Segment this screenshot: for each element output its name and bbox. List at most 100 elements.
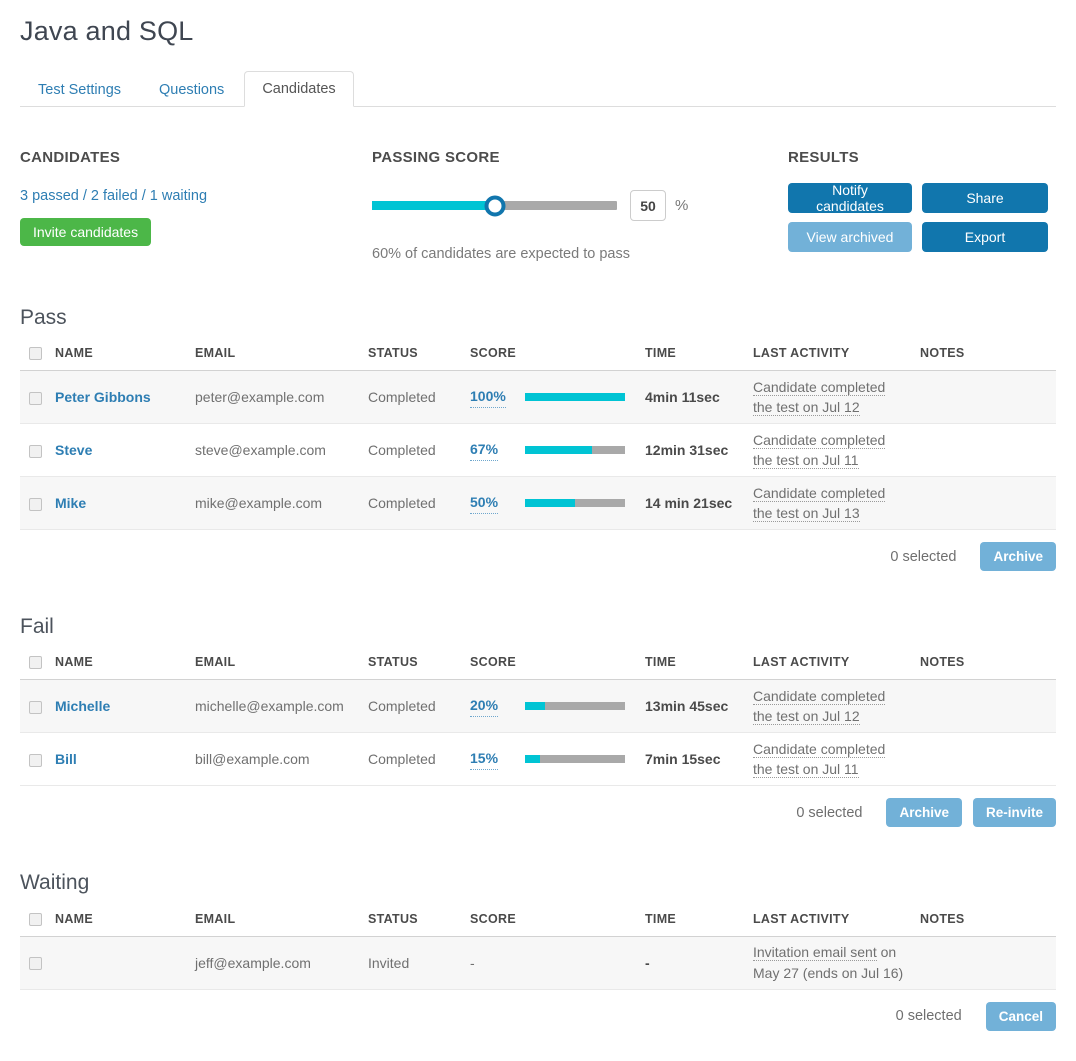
table-header-row: NAME EMAIL STATUS SCORE TIME LAST ACTIVITY NOT…: [20, 651, 1056, 681]
column-header-notes: NOTES: [920, 907, 1056, 937]
results-heading: RESULTS: [788, 149, 859, 166]
results-panel: RESULTS Notify candidates Share View archi…: [788, 149, 1056, 262]
candidate-status: Completed: [368, 679, 470, 734]
export-button[interactable]: Export: [922, 222, 1048, 252]
column-header-time: TIME: [645, 907, 753, 937]
section-title: Waiting: [20, 871, 90, 895]
score-link[interactable]: 100%: [470, 386, 506, 409]
percent-sign: %: [675, 197, 689, 214]
table-header-row: NAME EMAIL STATUS SCORE TIME LAST ACTIVITY NOT…: [20, 342, 1056, 372]
candidate-notes: [920, 732, 1056, 787]
column-header-last-activity: LAST ACTIVITY: [753, 342, 920, 372]
column-header-email: EMAIL: [195, 651, 368, 681]
column-header-time: TIME: [645, 651, 753, 681]
candidate-time: 13min 45sec: [645, 679, 753, 734]
column-header-status: STATUS: [368, 907, 470, 937]
row-checkbox[interactable]: [29, 701, 42, 715]
candidate-email: steve@example.com: [195, 423, 368, 478]
row-checkbox[interactable]: [29, 392, 42, 405]
column-header-score: SCORE: [470, 907, 645, 937]
cancel-button[interactable]: Cancel: [985, 1001, 1056, 1031]
passing-score-slider[interactable]: [372, 195, 617, 216]
score-link[interactable]: 20%: [470, 695, 499, 718]
section-waiting: Waiting NAME EMAIL STATUS SCORE TIME LAST ACT…: [20, 871, 1056, 1031]
section-title: Fail: [20, 615, 54, 639]
score-bar: [525, 446, 625, 455]
score-bar: [525, 499, 625, 508]
column-header-notes: NOTES: [920, 342, 1056, 372]
candidate-time: 4min 11sec: [645, 370, 753, 425]
slider-handle[interactable]: [484, 195, 505, 216]
tab-questions[interactable]: Questions: [159, 82, 225, 98]
candidates-table: NAME EMAIL STATUS SCORE TIME LAST ACTIVITY NOT…: [20, 651, 1056, 787]
column-header-score: SCORE: [470, 342, 645, 372]
candidate-row: Mike mike@example.com Completed 50% 14 m…: [20, 476, 1056, 531]
notify-candidates-button[interactable]: Notify candidates: [788, 182, 912, 214]
score-link[interactable]: 50%: [470, 492, 499, 515]
candidate-last-activity[interactable]: Candidate completed the test on Jul 11: [753, 423, 920, 478]
candidate-email: bill@example.com: [195, 732, 368, 787]
select-all-checkbox[interactable]: [29, 656, 42, 670]
candidate-last-activity[interactable]: Candidate completed the test on Jul 12: [753, 679, 920, 734]
column-header-name: NAME: [55, 342, 195, 372]
candidate-status: Completed: [368, 476, 470, 531]
select-all-checkbox[interactable]: [29, 347, 42, 361]
column-header-last-activity: LAST ACTIVITY: [753, 651, 920, 681]
score-link[interactable]: 67%: [470, 439, 499, 462]
candidate-time: 12min 31sec: [645, 423, 753, 478]
score-value: -: [470, 954, 475, 971]
score-bar: [525, 702, 625, 711]
candidate-name-link[interactable]: Mike: [55, 495, 87, 512]
candidate-status: Invited: [368, 936, 470, 990]
passing-score-input[interactable]: [630, 190, 666, 221]
candidate-email: peter@example.com: [195, 370, 368, 425]
tab-test-settings[interactable]: Test Settings: [38, 82, 122, 98]
section-title: Pass: [20, 306, 67, 329]
row-checkbox[interactable]: [29, 498, 42, 511]
column-header-notes: NOTES: [920, 651, 1056, 681]
selected-count: 0 selected: [890, 548, 957, 565]
passing-score-heading: PASSING SCORE: [372, 149, 500, 166]
select-all-checkbox[interactable]: [29, 912, 42, 926]
view-archived-button[interactable]: View archived: [788, 222, 912, 252]
candidate-notes: [920, 936, 1056, 990]
candidates-stats-link[interactable]: 3 passed / 2 failed / 1 waiting: [20, 188, 208, 204]
tab-candidates[interactable]: Candidates: [244, 71, 354, 107]
column-header-time: TIME: [645, 342, 753, 372]
row-checkbox[interactable]: [29, 754, 42, 768]
column-header-name: NAME: [55, 907, 195, 937]
candidate-row: Bill bill@example.com Completed 15% 7min…: [20, 732, 1056, 787]
archive-button[interactable]: Archive: [980, 542, 1056, 572]
candidate-time: 7min 15sec: [645, 732, 753, 787]
candidate-row: Steve steve@example.com Completed 67% 12…: [20, 423, 1056, 478]
section-footer: 0 selected Cancel: [20, 1001, 1056, 1031]
candidate-email: mike@example.com: [195, 476, 368, 531]
passing-score-note: 60% of candidates are expected to pass: [372, 246, 630, 262]
score-link[interactable]: 15%: [470, 748, 499, 771]
share-button[interactable]: Share: [922, 183, 1048, 213]
candidate-name-link[interactable]: Michelle: [55, 698, 111, 715]
invite-candidates-button[interactable]: Invite candidates: [20, 218, 152, 246]
candidate-name-link[interactable]: Peter Gibbons: [55, 389, 151, 406]
column-header-email: EMAIL: [195, 342, 368, 372]
candidate-row: jeff@example.com Invited - - Invitation …: [20, 936, 1056, 990]
candidate-last-activity[interactable]: Invitation email sent on May 27 (ends on …: [753, 936, 920, 990]
row-checkbox[interactable]: [29, 957, 42, 971]
tab-bar: Test Settings Questions Candidates: [20, 71, 1056, 107]
row-checkbox[interactable]: [29, 445, 42, 458]
candidate-time: 14 min 21sec: [645, 476, 753, 531]
passing-score-panel: PASSING SCORE % 60% of candidates are ex…: [372, 149, 788, 262]
candidate-last-activity[interactable]: Candidate completed the test on Jul 11: [753, 732, 920, 787]
candidate-last-activity[interactable]: Candidate completed the test on Jul 13: [753, 476, 920, 531]
archive-button[interactable]: Archive: [886, 798, 962, 828]
column-header-name: NAME: [55, 651, 195, 681]
candidates-table: NAME EMAIL STATUS SCORE TIME LAST ACTIVITY NOT…: [20, 907, 1056, 990]
table-header-row: NAME EMAIL STATUS SCORE TIME LAST ACTIVITY NOT…: [20, 907, 1056, 937]
candidates-heading: CANDIDATES: [20, 149, 121, 166]
page-title: Java and SQL: [20, 16, 194, 46]
candidate-notes: [920, 679, 1056, 734]
candidate-name-link[interactable]: Steve: [55, 442, 93, 459]
re-invite-button[interactable]: Re-invite: [972, 798, 1056, 828]
candidate-name-link[interactable]: Bill: [55, 751, 77, 768]
candidate-last-activity[interactable]: Candidate completed the test on Jul 12: [753, 370, 920, 425]
